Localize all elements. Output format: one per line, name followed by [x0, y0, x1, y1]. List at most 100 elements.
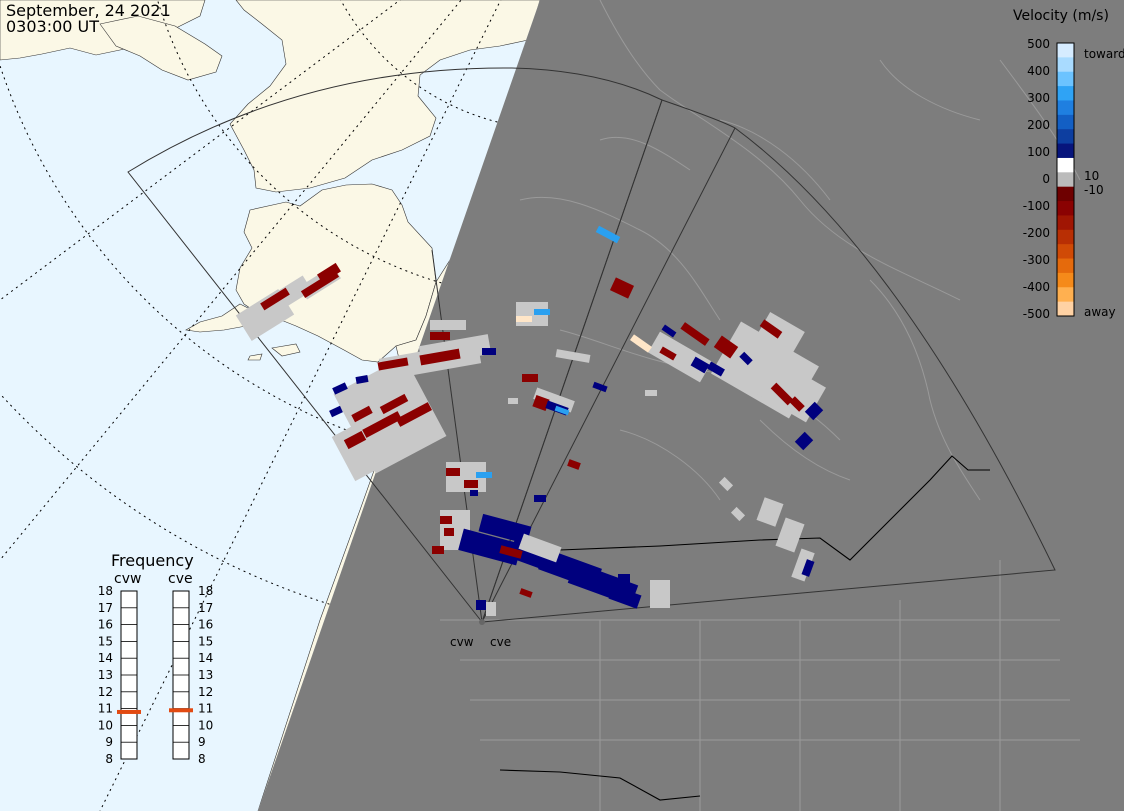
colorbar-tick-label: -100	[1023, 199, 1050, 213]
colorbar-block	[1057, 43, 1074, 58]
backscatter-cell-red	[317, 262, 341, 284]
backscatter-cell-blue	[707, 361, 725, 377]
colorbar-block	[1057, 301, 1074, 317]
colorbar-block	[1057, 186, 1074, 202]
frequency-scale-label-left: 8	[105, 752, 113, 766]
backscatter-cell-red	[759, 319, 783, 339]
colorbar-block	[1057, 129, 1074, 145]
backscatter-cell-red	[680, 322, 710, 346]
backscatter-cell-blue	[794, 431, 814, 451]
colorbar-tick-label: -500	[1023, 307, 1050, 321]
backscatter-cell-ground	[555, 349, 591, 363]
date-label: September, 24 2021	[6, 1, 171, 20]
frequency-scale-label-right: 10	[198, 718, 213, 732]
colorbar-block	[1057, 258, 1074, 274]
frequency-scale-label-left: 13	[98, 668, 113, 682]
colorbar-block	[1057, 172, 1074, 188]
backscatter-cell-red	[351, 405, 373, 423]
colorbar-tick-label: 100	[1027, 145, 1050, 159]
frequency-scale-label-left: 9	[105, 735, 113, 749]
backscatter-cell-red	[260, 287, 290, 311]
frequency-scale-label-left: 10	[98, 718, 113, 732]
backscatter-cell-blue	[332, 382, 348, 395]
backscatter-cell-ground	[791, 548, 815, 582]
colorbar-block	[1057, 215, 1074, 231]
colorbar-block	[1057, 157, 1074, 173]
frequency-radar-cve: cve	[168, 571, 193, 587]
colorbar-tick-label: 0	[1042, 172, 1050, 186]
frequency-indicator-cvw	[117, 709, 141, 714]
colorbar-tick-labels: 500400300200100100-10-100-200-300-400-50…	[1023, 37, 1104, 321]
colorbar-block	[1057, 272, 1074, 288]
colorbar-block	[1057, 114, 1074, 130]
backscatter-cell-ground	[533, 387, 575, 413]
backscatter-cell-ground	[730, 506, 746, 522]
frequency-radar-cvw: cvw	[114, 571, 141, 587]
frequency-panel: Frequency cvw cve 18 18 17 17 16 16 15 15 14 14 13…	[98, 551, 214, 766]
backscatter-cell-ground	[331, 408, 409, 482]
colorbar-frame	[1056, 42, 1075, 317]
colorbar-blocks	[1057, 43, 1074, 317]
backscatter-cell-red	[713, 335, 739, 359]
backscatter-cell-blue	[458, 528, 522, 566]
backscatter-cell-blue	[534, 495, 546, 502]
cvw-site-label: cvw	[450, 635, 474, 649]
backscatter-cell-red	[659, 346, 677, 361]
backscatter-cell-blue	[739, 351, 753, 366]
backscatter-cell-light_blue	[534, 309, 550, 315]
siberia-landmass	[0, 0, 206, 61]
colorbar-block	[1057, 86, 1074, 101]
colorbar-tick-label: -300	[1023, 253, 1050, 267]
backscatter-cell-red	[532, 394, 550, 412]
colorbar-toward-label: toward	[1084, 47, 1124, 61]
backscatter-cell-red	[770, 382, 794, 406]
backscatter-cell-ground	[648, 331, 712, 383]
frequency-scale-label-right: 17	[198, 601, 213, 615]
aleutian-islands	[247, 343, 301, 361]
backscatter-cell-red	[362, 411, 402, 438]
backscatter-cell-red	[343, 430, 367, 450]
frequency-scale-label-left: 15	[98, 634, 113, 648]
chukotka-landmass	[99, 15, 223, 81]
frequency-scale-label-left: 14	[98, 651, 113, 665]
colorbar-block	[1057, 244, 1074, 260]
colorbar-tick-label: 500	[1027, 37, 1050, 51]
colorbar-tick-label: -200	[1023, 226, 1050, 240]
night-side-shading	[258, 0, 1124, 811]
backscatter-cell-blue	[482, 348, 496, 355]
frequency-scale-label-right: 9	[198, 735, 206, 749]
frequency-scale-label-right: 15	[198, 634, 213, 648]
colorbar-tick-label: -400	[1023, 280, 1050, 294]
backscatter-cell-light_blue	[595, 225, 621, 244]
colorbar-block	[1057, 143, 1074, 159]
frequency-scale-label-left: 17	[98, 601, 113, 615]
backscatter-cell-red	[444, 528, 454, 536]
us-mexico-border	[499, 769, 701, 801]
backscatter-cell-red	[419, 348, 461, 366]
colorbar-tick-label: 200	[1027, 118, 1050, 132]
backscatter-cell-red	[377, 357, 409, 371]
backscatter-cell-red	[499, 545, 523, 559]
backscatter-cell-red	[446, 468, 460, 476]
backscatter-cell-ground	[718, 476, 734, 492]
backscatter-cell-red	[567, 459, 581, 470]
backscatter-cell-red	[432, 546, 444, 554]
backscatter-cell-blue	[355, 375, 369, 384]
colorbar-block	[1057, 100, 1074, 116]
backscatter-cell-red	[379, 393, 409, 415]
backscatter-cell-pale	[516, 316, 532, 322]
backscatter-cells	[235, 225, 826, 616]
frequency-scale-label-right: 8	[198, 752, 206, 766]
backscatter-cell-light_blue	[554, 405, 570, 416]
colorbar-tick-label: 300	[1027, 91, 1050, 105]
colorbar-block	[1057, 201, 1074, 216]
frequency-scale-label-right: 16	[198, 618, 213, 632]
backscatter-cell-red	[519, 588, 533, 598]
frequency-scale-label-right: 13	[198, 668, 213, 682]
backscatter-cell-blue	[618, 574, 630, 584]
backscatter-cell-red	[464, 480, 478, 488]
us-canada-border	[479, 455, 990, 561]
frequency-title: Frequency	[111, 551, 194, 570]
